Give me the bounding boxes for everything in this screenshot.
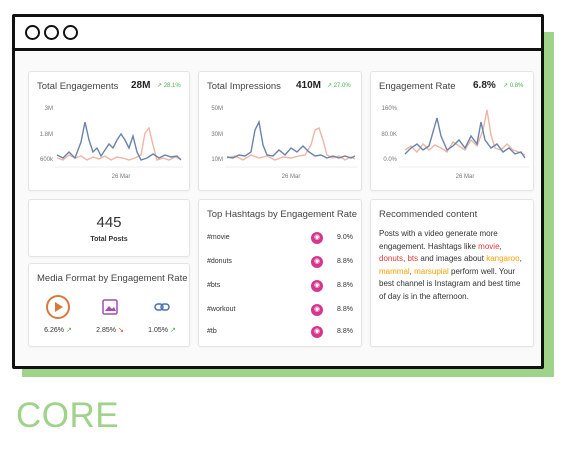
hashtag-highlight[interactable]: bts [407, 254, 419, 263]
y-tick-label: 600k [40, 157, 54, 163]
trend-up-indicator: ↗ 28.1% [157, 83, 181, 89]
x-tick-label: 26 Mar [456, 174, 475, 180]
keyword-highlight[interactable]: kangaroo [486, 254, 520, 263]
trend-up-indicator: ↗ 27.0% [327, 83, 351, 89]
hashtag-label: #movie [207, 234, 230, 241]
trend-down-icon: ↘ [117, 327, 124, 334]
y-tick-label: 3M [45, 106, 53, 112]
trend-up-icon: ↗ [65, 327, 72, 334]
x-tick-label: 26 Mar [112, 174, 131, 180]
media-format-value: 6.26% [44, 327, 65, 334]
titlebar [15, 17, 541, 51]
dashboard: Total Engagements 28M ↗ 28.1% 3M 1.8M 60… [15, 51, 541, 366]
series-line-pink [56, 126, 182, 161]
media-format-value: 1.05% [148, 327, 169, 334]
hashtag-row[interactable]: #donuts ◉ 8.8% [207, 256, 353, 270]
hashtag-row[interactable]: #tb ◉ 8.8% [207, 326, 353, 340]
instagram-icon: ◉ [311, 280, 323, 292]
total-posts-label: Total Posts [90, 236, 128, 243]
media-format-card[interactable]: Media Format by Engagement Rate 6.26% ↗ … [28, 263, 190, 347]
hashtag-value: 8.8% [337, 306, 353, 313]
hashtag-label: #bts [207, 282, 221, 289]
window-dot-icon[interactable] [25, 25, 40, 40]
recommended-text: Posts with a video generate more engagem… [379, 229, 522, 301]
play-icon [46, 295, 70, 319]
media-format-link[interactable]: 1.05% ↗ [137, 294, 187, 334]
y-tick-label: 1.8M [40, 132, 53, 138]
image-icon [102, 299, 118, 315]
y-tick-label: 160% [382, 106, 398, 112]
total-engagements-card[interactable]: Total Engagements 28M ↗ 28.1% 3M 1.8M 60… [28, 71, 190, 191]
hashtag-label: #donuts [207, 258, 232, 265]
instagram-icon: ◉ [311, 256, 323, 268]
card-value: 28M [131, 80, 151, 91]
card-title: Top Hashtags by Engagement Rate [207, 209, 357, 220]
series-line-blue [226, 119, 356, 159]
series-line-pink [404, 109, 526, 156]
instagram-icon: ◉ [311, 304, 323, 316]
instagram-icon: ◉ [311, 326, 323, 338]
media-format-value: 2.85% [96, 327, 117, 334]
recommended-content-card[interactable]: Recommended content Posts with a video g… [370, 199, 534, 347]
hashtag-label: #workout [207, 306, 236, 313]
app-window: Total Engagements 28M ↗ 28.1% 3M 1.8M 60… [12, 14, 544, 369]
hashtag-value: 9.0% [337, 234, 353, 241]
keyword-highlight[interactable]: mammal [379, 266, 410, 276]
window-dot-icon[interactable] [63, 25, 78, 40]
keyword-highlight[interactable]: marsupial [414, 266, 449, 276]
top-hashtags-card[interactable]: Top Hashtags by Engagement Rate #movie ◉… [198, 199, 362, 347]
card-title: Total Engagements [37, 81, 119, 92]
hashtag-value: 8.8% [337, 282, 353, 289]
trend-up-indicator: ↗ 0.8% [503, 83, 524, 89]
card-value: 6.8% [473, 80, 496, 91]
total-impressions-card[interactable]: Total Impressions 410M ↗ 27.0% 50M 30M 1… [198, 71, 362, 191]
link-icon [154, 303, 170, 311]
card-title: Media Format by Engagement Rate [37, 273, 188, 284]
card-title: Recommended content [379, 209, 478, 220]
y-tick-label: 30M [211, 132, 223, 138]
y-tick-label: 80.0K [381, 132, 397, 138]
window-dot-icon[interactable] [44, 25, 59, 40]
hashtag-label: #tb [207, 328, 217, 335]
card-title: Total Impressions [207, 81, 281, 92]
hashtag-highlight[interactable]: movie [478, 241, 500, 251]
hashtag-row[interactable]: #movie ◉ 9.0% [207, 232, 353, 246]
engagements-line-chart: 3M 1.8M 600k 26 Mar [40, 106, 183, 180]
trend-up-icon: ↗ [169, 327, 176, 334]
media-format-image[interactable]: 2.85% ↘ [85, 294, 135, 334]
hashtag-row[interactable]: #workout ◉ 8.8% [207, 304, 353, 318]
card-title: Engagement Rate [379, 81, 456, 92]
impressions-line-chart: 50M 30M 10M 26 Mar [211, 106, 357, 180]
instagram-icon: ◉ [311, 232, 323, 244]
series-line-blue [56, 121, 182, 161]
card-value: 410M [296, 80, 322, 91]
total-posts-value: 445 [96, 214, 122, 231]
hashtag-value: 8.8% [337, 328, 353, 335]
core-label: CORE [16, 396, 120, 435]
engagement-rate-line-chart: 160% 80.0K 0.0% 26 Mar [381, 106, 529, 180]
y-tick-label: 10M [211, 157, 223, 163]
x-tick-label: 26 Mar [282, 174, 301, 180]
series-line-blue [404, 117, 526, 159]
hashtag-highlight[interactable]: donuts [379, 254, 404, 263]
total-posts-card[interactable]: 445 Total Posts [28, 199, 190, 257]
hashtag-value: 8.8% [337, 258, 353, 265]
media-format-video[interactable]: 6.26% ↗ [33, 294, 83, 334]
y-tick-label: 0.0% [383, 157, 397, 163]
engagement-rate-card[interactable]: Engagement Rate 6.8% ↗ 0.8% 160% 80.0K 0… [370, 71, 534, 191]
hashtag-row[interactable]: #bts ◉ 8.8% [207, 280, 353, 294]
y-tick-label: 50M [211, 106, 223, 112]
